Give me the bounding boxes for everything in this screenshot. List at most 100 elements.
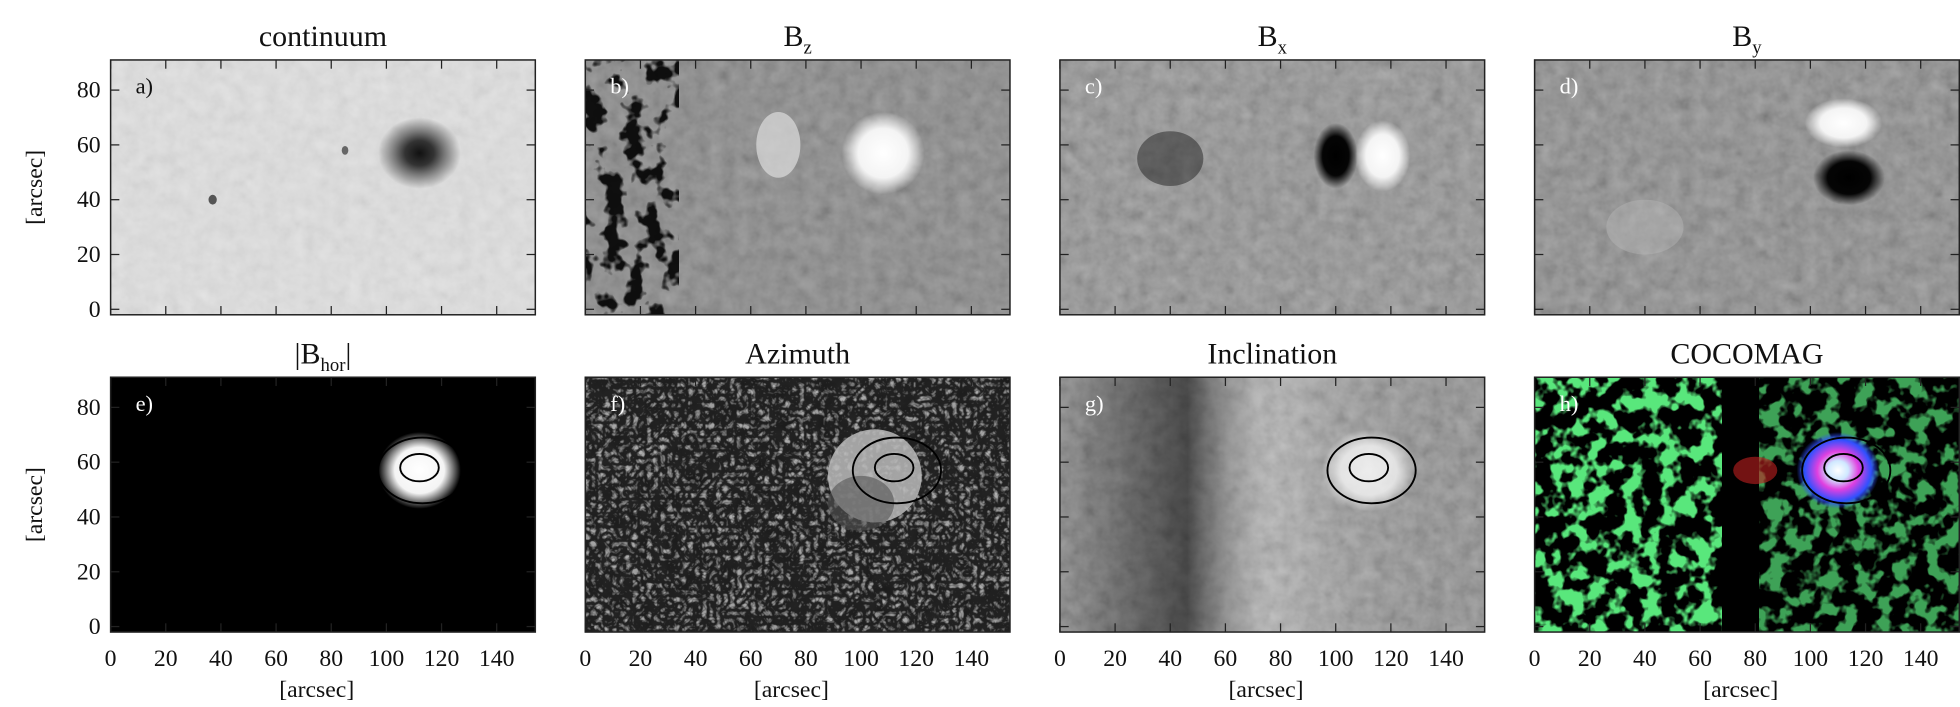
x-tick-label: 60 xyxy=(739,646,763,672)
x-tick-label: 40 xyxy=(684,646,708,672)
panel: 0 20 40 60 80 100 120 140 0 20 40 60 80 [arcsec] [arcs… xyxy=(22,337,535,703)
feature xyxy=(1733,457,1777,484)
x-tick-label: 0 xyxy=(1529,646,1541,672)
title-part: |B xyxy=(294,337,320,370)
title-part: B xyxy=(783,20,803,53)
y-tick-label: 0 xyxy=(89,614,101,640)
page: {"figure": { "panels": [ {"label": "a)",… xyxy=(0,0,1960,707)
y-axis-label: [arcsec] xyxy=(22,467,48,542)
image-layer xyxy=(585,60,679,315)
panel-label: g) xyxy=(1085,391,1104,416)
x-tick-label: 140 xyxy=(479,646,515,672)
panel: 0 20 40 60 80 100 120 140 [arcsec] Azimuth f) xyxy=(579,337,1010,703)
panel-image xyxy=(1060,60,1485,315)
feature xyxy=(1322,429,1416,511)
title-part: COCOMAG xyxy=(1670,337,1823,370)
feature xyxy=(1813,150,1885,205)
x-tick-label: 140 xyxy=(954,646,990,672)
x-tick-label: 120 xyxy=(898,646,934,672)
panel-title: COCOMAG xyxy=(1670,337,1823,370)
x-tick-label: 120 xyxy=(1848,646,1884,672)
x-tick-label: 20 xyxy=(629,646,653,672)
title-part: x xyxy=(1278,38,1288,59)
panel: Bz b) xyxy=(585,20,1010,315)
x-tick-label: 80 xyxy=(1743,646,1767,672)
x-tick-label: 60 xyxy=(1214,646,1238,672)
y-tick-label: 40 xyxy=(77,504,101,530)
panel-label: h) xyxy=(1560,391,1579,416)
x-tick-label: 80 xyxy=(319,646,343,672)
x-tick-label: 40 xyxy=(209,646,233,672)
y-tick-label: 0 xyxy=(89,297,101,323)
feature xyxy=(756,112,800,178)
x-tick-label: 140 xyxy=(1428,646,1464,672)
x-tick-label: 0 xyxy=(579,646,591,672)
title-part: hor xyxy=(320,355,346,376)
panel-image xyxy=(1535,60,1960,315)
x-tick-label: 80 xyxy=(794,646,818,672)
x-axis-label: [arcsec] xyxy=(754,677,829,703)
y-tick-label: 20 xyxy=(77,242,101,268)
panel-title: Bx xyxy=(1258,20,1288,58)
panel: Byd) xyxy=(1535,20,1960,315)
title-part: | xyxy=(345,337,351,370)
x-axis-label: [arcsec] xyxy=(279,677,354,703)
x-tick-label: 60 xyxy=(264,646,288,672)
panel-label: c) xyxy=(1085,74,1102,99)
x-tick-label: 100 xyxy=(1793,646,1829,672)
x-axis-label: [arcsec] xyxy=(1229,677,1304,703)
x-tick-label: 120 xyxy=(424,646,460,672)
panel-image xyxy=(111,60,536,315)
panel-label: f) xyxy=(610,391,625,416)
y-tick-label: 60 xyxy=(77,132,101,158)
figure: 0 20 40 60 80 [arcsec] continuum a) Bz b) Bx c) Byd)… xyxy=(0,0,1960,707)
panel-label: b) xyxy=(610,74,629,99)
panel-title: |Bhor| xyxy=(294,337,351,375)
panel-label: e) xyxy=(136,391,153,416)
y-tick-label: 20 xyxy=(77,559,101,585)
panel-image xyxy=(111,377,536,632)
panel-title: Inclination xyxy=(1207,337,1337,370)
feature xyxy=(1797,432,1880,509)
image-layer xyxy=(585,377,1010,632)
x-tick-label: 20 xyxy=(154,646,178,672)
x-tick-label: 40 xyxy=(1158,646,1182,672)
panel: Bx c) xyxy=(1060,20,1485,315)
x-axis-label: [arcsec] xyxy=(1703,677,1778,703)
image-layer xyxy=(1535,60,1960,315)
panel-image xyxy=(585,377,1010,632)
image-layer xyxy=(111,377,536,632)
panel-label: a) xyxy=(136,74,153,99)
x-tick-label: 20 xyxy=(1578,646,1602,672)
panel-title: Bz xyxy=(783,20,811,58)
image-layer xyxy=(1060,377,1485,632)
x-tick-label: 40 xyxy=(1633,646,1657,672)
x-tick-label: 120 xyxy=(1373,646,1409,672)
title-part: z xyxy=(803,38,811,59)
x-tick-label: 80 xyxy=(1269,646,1293,672)
feature xyxy=(342,146,349,155)
panel-title: continuum xyxy=(259,20,387,53)
x-tick-label: 60 xyxy=(1688,646,1712,672)
feature xyxy=(1805,98,1882,147)
image-layer xyxy=(1060,60,1485,315)
image-layer xyxy=(1759,377,1959,632)
title-part: Azimuth xyxy=(745,337,850,370)
panel-title: By xyxy=(1732,20,1762,58)
feature xyxy=(1137,131,1203,186)
x-tick-label: 0 xyxy=(1054,646,1066,672)
x-tick-label: 100 xyxy=(369,646,405,672)
x-tick-label: 100 xyxy=(843,646,879,672)
y-tick-label: 80 xyxy=(77,395,101,421)
feature xyxy=(828,476,894,531)
title-part: B xyxy=(1732,20,1752,53)
y-axis-label: [arcsec] xyxy=(22,150,48,225)
x-tick-label: 20 xyxy=(1103,646,1127,672)
y-tick-label: 60 xyxy=(77,450,101,476)
image-layer xyxy=(111,60,536,315)
feature xyxy=(1314,123,1358,189)
x-tick-label: 0 xyxy=(105,646,117,672)
